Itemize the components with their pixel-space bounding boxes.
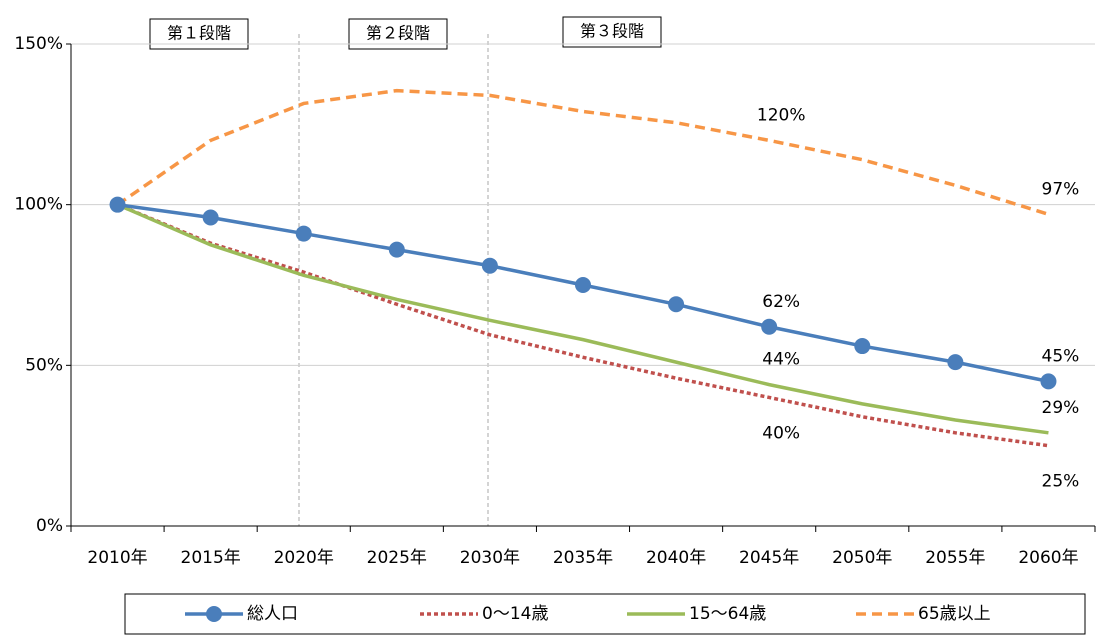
- series-line: [116, 203, 1049, 448]
- legend-label: 0～14歳: [482, 604, 548, 624]
- x-tick-label: 2010年: [87, 548, 147, 568]
- x-tick-label: 2045年: [739, 548, 799, 568]
- legend-label: 15～64歳: [689, 604, 766, 624]
- data-label: 120%: [757, 105, 806, 125]
- point: [109, 196, 126, 213]
- series-line: [117, 202, 1049, 384]
- x-tick-label: 2035年: [553, 548, 613, 568]
- data-label: 97%: [1042, 179, 1080, 199]
- y-tick-label: 100%: [14, 195, 63, 215]
- x-tick-label: 2040年: [646, 548, 706, 568]
- point: [295, 225, 312, 242]
- x-tick-label: 2050年: [832, 548, 892, 568]
- x-tick-label: 2030年: [460, 548, 520, 568]
- point: [388, 241, 405, 258]
- point: [854, 338, 871, 355]
- legend-label: 65歳以上: [918, 604, 991, 624]
- y-tick-label: 150%: [14, 34, 63, 54]
- point: [202, 209, 219, 226]
- point: [481, 257, 498, 274]
- series-line: [116, 88, 1049, 216]
- point: [1040, 373, 1057, 390]
- phase-label: 第３段階: [580, 22, 644, 41]
- legend-label: 総人口: [247, 604, 298, 624]
- x-tick-label: 2020年: [274, 548, 334, 568]
- data-label: 44%: [762, 350, 800, 370]
- legend-marker: [206, 606, 222, 622]
- point: [947, 354, 964, 371]
- point: [575, 277, 591, 293]
- phase-box: 第３段階: [562, 16, 662, 48]
- data-label: 40%: [762, 423, 800, 443]
- data-label: 62%: [762, 292, 800, 312]
- y-tick-label: 50%: [25, 355, 63, 375]
- x-tick-label: 2025年: [367, 548, 427, 568]
- legend: [124, 593, 1086, 635]
- point: [668, 296, 685, 313]
- y-tick-label: 0%: [36, 516, 63, 536]
- data-label: 29%: [1042, 398, 1080, 418]
- x-tick-label: 2060年: [1018, 548, 1078, 568]
- series-line: [116, 203, 1049, 435]
- phase-label: 第１段階: [167, 24, 231, 43]
- data-label: 45%: [1042, 346, 1080, 366]
- data-label: 25%: [1042, 472, 1080, 492]
- phase-label: 第２段階: [366, 24, 430, 43]
- point: [761, 318, 778, 335]
- x-tick-label: 2015年: [181, 548, 241, 568]
- x-tick-label: 2055年: [925, 548, 985, 568]
